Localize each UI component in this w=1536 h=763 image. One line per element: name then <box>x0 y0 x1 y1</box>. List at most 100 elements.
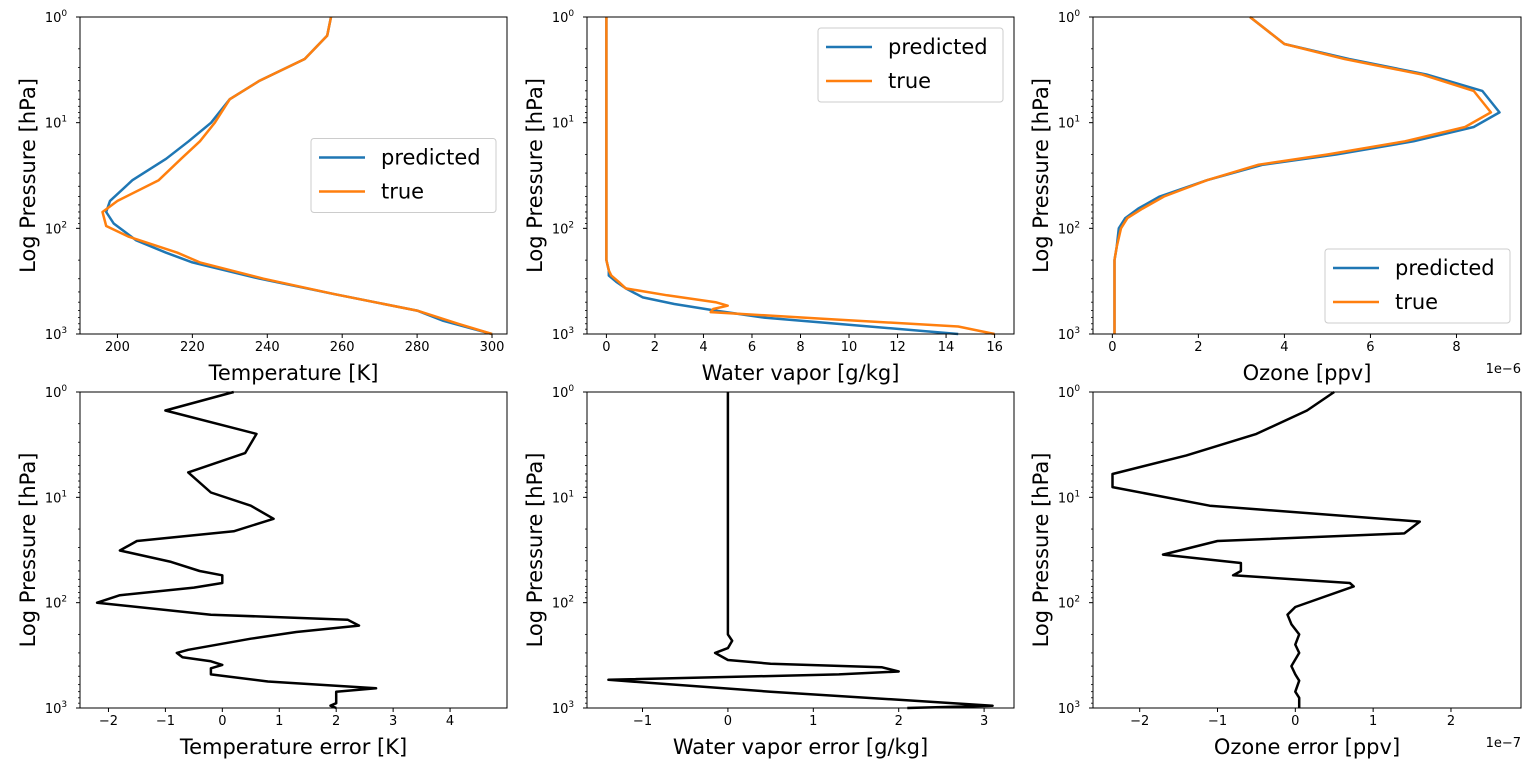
y-tick-label: 103 <box>1058 700 1080 717</box>
legend-label-predicted: predicted <box>381 146 481 170</box>
x-tick-label: −2 <box>1130 714 1149 729</box>
chart-panel-3: 0 2 4 6 8 100 101 102 103 Ozone [ppv] Log Pressure… <box>1029 9 1522 385</box>
axes-frame <box>79 16 508 335</box>
x-tick-label: 10 <box>841 340 858 355</box>
axes-frame <box>1092 16 1522 335</box>
chart-panel-1: 200 220 240 260 280 300 100 101 102 103 Temperatur… <box>16 9 508 385</box>
y-axis-label: Log Pressure [hPa] <box>16 78 40 273</box>
legend-label-true: true <box>381 180 424 204</box>
x-tick-label: 1 <box>1369 714 1377 729</box>
axes-frame <box>586 391 1015 709</box>
x-axis-label: Water vapor error [g/kg] <box>673 735 928 759</box>
y-tick-label: 100 <box>45 9 68 26</box>
y-axis-label: Log Pressure [hPa] <box>16 453 40 648</box>
y-tick-label: 101 <box>552 489 574 506</box>
x-tick-label: 0 <box>218 714 226 729</box>
chart-panel-4: −2 −1 0 1 2 3 4 100 101 102 103 Temperature error [… <box>16 384 508 759</box>
y-tick-label: 101 <box>45 489 67 506</box>
x-scale-offset: 1e−7 <box>1486 736 1521 751</box>
y-axis-label: Log Pressure [hPa] <box>523 453 547 648</box>
x-tick-label: 1 <box>809 714 817 729</box>
y-tick-label: 102 <box>1058 595 1080 612</box>
x-tick-label: 3 <box>980 714 988 729</box>
y-tick-label: 102 <box>552 220 574 237</box>
series-line-error <box>1111 390 1422 708</box>
x-tick-label: 6 <box>1366 340 1374 355</box>
y-tick-label: 101 <box>552 115 574 132</box>
x-tick-label: 8 <box>796 340 804 355</box>
x-tick-label: 4 <box>699 340 707 355</box>
x-tick-label: 8 <box>1452 340 1460 355</box>
series-line-true <box>605 17 995 336</box>
chart-panel-6: −2 −1 0 1 2 100 101 102 103 Ozone error [ppv] Log … <box>1029 384 1522 759</box>
y-tick-label: 102 <box>45 595 67 612</box>
x-axis-label: Water vapor [g/kg] <box>702 361 900 385</box>
legend-label-true: true <box>888 69 931 93</box>
legend: predicted true <box>817 27 1004 103</box>
x-tick-label: 2 <box>1447 714 1455 729</box>
x-tick-label: 0 <box>1108 340 1116 355</box>
y-tick-label: 102 <box>45 220 67 237</box>
series-line-true <box>1113 16 1493 334</box>
y-tick-label: 103 <box>45 700 67 717</box>
series-line-error <box>95 390 378 710</box>
x-tick-label: 2 <box>332 714 340 729</box>
legend: predicted true <box>1324 248 1511 324</box>
chart-panel-2: 0 2 4 6 8 10 12 14 16 100 101 102 103 Water vapor [g/… <box>523 9 1015 385</box>
x-tick-label: 2 <box>1194 340 1202 355</box>
y-axis-label: Log Pressure [hPa] <box>1029 453 1053 648</box>
x-tick-label: 12 <box>889 340 906 355</box>
x-tick-label: 200 <box>105 340 130 355</box>
x-tick-label: 16 <box>986 340 1003 355</box>
x-tick-label: 2 <box>651 340 659 355</box>
x-tick-label: 300 <box>480 340 505 355</box>
y-tick-label: 102 <box>552 595 574 612</box>
y-axis-label: Log Pressure [hPa] <box>523 78 547 273</box>
chart-panel-5: −1 0 1 2 3 100 101 102 103 Water vapor error [g/k… <box>523 384 1015 759</box>
legend: predicted true <box>310 138 497 213</box>
y-tick-label: 103 <box>552 326 574 343</box>
x-tick-label: 220 <box>180 340 205 355</box>
x-tick-label: 3 <box>389 714 397 729</box>
x-tick-label: 4 <box>446 714 454 729</box>
axes-frame <box>79 391 508 709</box>
y-tick-label: 101 <box>1058 489 1080 506</box>
y-tick-label: 100 <box>1058 384 1081 401</box>
y-tick-label: 100 <box>552 384 575 401</box>
x-tick-label: −1 <box>1208 714 1227 729</box>
x-axis-label: Temperature error [K] <box>179 735 407 759</box>
x-tick-label: 14 <box>938 340 955 355</box>
x-axis-label: Ozone error [ppv] <box>1214 735 1400 759</box>
x-tick-label: 260 <box>330 340 355 355</box>
series-line-error <box>607 392 994 710</box>
y-tick-label: 103 <box>1058 326 1080 343</box>
axes-frame <box>1092 391 1522 709</box>
x-tick-label: 240 <box>255 340 280 355</box>
y-tick-label: 103 <box>552 700 574 717</box>
series-line-true <box>101 16 493 336</box>
x-tick-label: 2 <box>895 714 903 729</box>
y-axis-label: Log Pressure [hPa] <box>1029 78 1053 273</box>
y-tick-label: 101 <box>1058 115 1080 132</box>
x-axis-label: Ozone [ppv] <box>1243 361 1372 385</box>
legend-label-true: true <box>1395 290 1438 314</box>
y-tick-label: 102 <box>1058 220 1080 237</box>
x-tick-label: 0 <box>724 714 732 729</box>
x-tick-label: 0 <box>1291 714 1299 729</box>
x-tick-label: 6 <box>748 340 756 355</box>
y-tick-label: 100 <box>45 384 68 401</box>
y-tick-label: 101 <box>45 115 67 132</box>
x-tick-label: 0 <box>602 340 610 355</box>
x-tick-label: 1 <box>275 714 283 729</box>
x-tick-label: 4 <box>1280 340 1288 355</box>
y-tick-label: 103 <box>45 326 67 343</box>
y-tick-label: 100 <box>552 9 575 26</box>
x-tick-label: 280 <box>405 340 430 355</box>
x-tick-label: −1 <box>156 714 175 729</box>
legend-label-predicted: predicted <box>888 35 988 59</box>
x-scale-offset: 1e−6 <box>1486 362 1521 377</box>
y-tick-label: 100 <box>1058 9 1081 26</box>
legend-label-predicted: predicted <box>1395 256 1495 280</box>
